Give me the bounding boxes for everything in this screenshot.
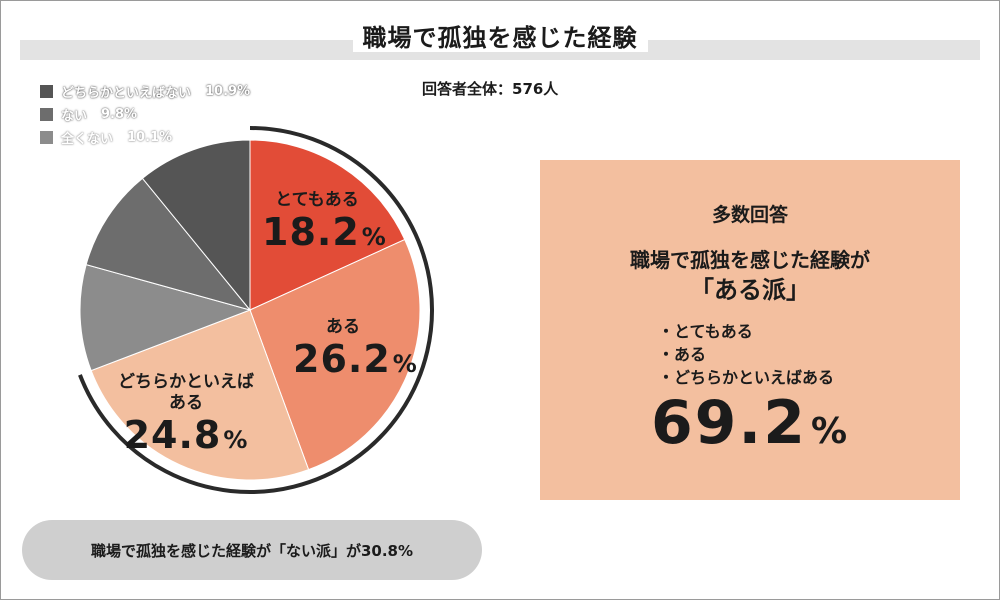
summary-total: 69.2% (540, 388, 960, 458)
legend-swatch (40, 85, 53, 98)
pie-slice-3 (79, 264, 252, 372)
legend-label: ない (61, 109, 88, 124)
slice-pct-value: 26.2 (293, 337, 391, 381)
legend-swatch (40, 131, 53, 144)
summary-box: 多数回答 職場で孤独を感じた経験が 「ある派」 ・とてもある ・ある ・どちらか… (540, 160, 960, 500)
slice-label-aru: ある 26.2% (293, 317, 417, 385)
legend-value: 9.8% (101, 107, 138, 122)
summary-total-value: 69.2 (650, 388, 807, 458)
summary-line1: 職場で孤独を感じた経験が (630, 248, 870, 272)
legend: どちらかといえばない 10.9% ない 9.8% 全くない 10.1% (40, 80, 250, 149)
legend-value: 10.1% (127, 130, 173, 145)
slice-label-name: ある (326, 317, 360, 337)
legend-label: どちらかといえばない (61, 86, 192, 101)
summary-bullets: ・とてもある ・ある ・どちらかといえばある (658, 318, 834, 387)
slice-pct-unit: % (392, 350, 418, 378)
footer-note: 職場で孤独を感じた経験が「ない派」が30.8% (22, 520, 482, 580)
pie-slice-0 (249, 139, 406, 311)
slice-label-name: とてもある (275, 190, 359, 210)
pie-slice-5 (141, 139, 251, 312)
summary-bullet: ・どちらかといえばある (658, 368, 835, 387)
pie-slice-1 (249, 238, 421, 471)
slice-pct-unit: % (223, 426, 249, 454)
legend-item-dochirakatoieba-nai: どちらかといえばない 10.9% (40, 80, 250, 103)
legend-value: 10.9% (205, 84, 251, 99)
chart-title: 職場で孤独を感じた経験 (0, 18, 1000, 53)
summary-total-unit: % (810, 411, 850, 452)
respondent-count: 回答者全体：576人 (422, 80, 559, 98)
slice-label-pct: 18.2% (262, 210, 386, 258)
summary-line2: 「ある派」 (690, 276, 810, 304)
slice-label-dochirakatoieba-aru: どちらかといえば ある 24.8% (86, 372, 286, 461)
pie-slice-4 (85, 177, 252, 311)
slice-label-pct: 26.2% (293, 337, 417, 385)
slice-label-name-2: ある (169, 393, 203, 413)
legend-label: 全くない (61, 132, 114, 147)
slice-pct-unit: % (361, 223, 387, 251)
legend-item-nai: ない 9.8% (40, 103, 250, 126)
slice-label-name: どちらかといえば (118, 372, 254, 392)
pie-slice-2 (90, 309, 310, 481)
slice-label-totemo-aru: とてもある 18.2% (262, 190, 386, 258)
legend-swatch (40, 108, 53, 121)
slice-pct-value: 18.2 (262, 210, 360, 254)
summary-heading: 多数回答 (711, 204, 788, 226)
summary-bullet: ・とてもある (658, 322, 753, 341)
legend-item-mattaku-nai: 全くない 10.1% (40, 126, 250, 149)
slice-label-pct: 24.8% (86, 414, 286, 461)
aru-ha-bracket-arc (78, 126, 434, 494)
summary-bullet: ・ある (658, 345, 707, 364)
slice-pct-value: 24.8 (123, 413, 222, 457)
